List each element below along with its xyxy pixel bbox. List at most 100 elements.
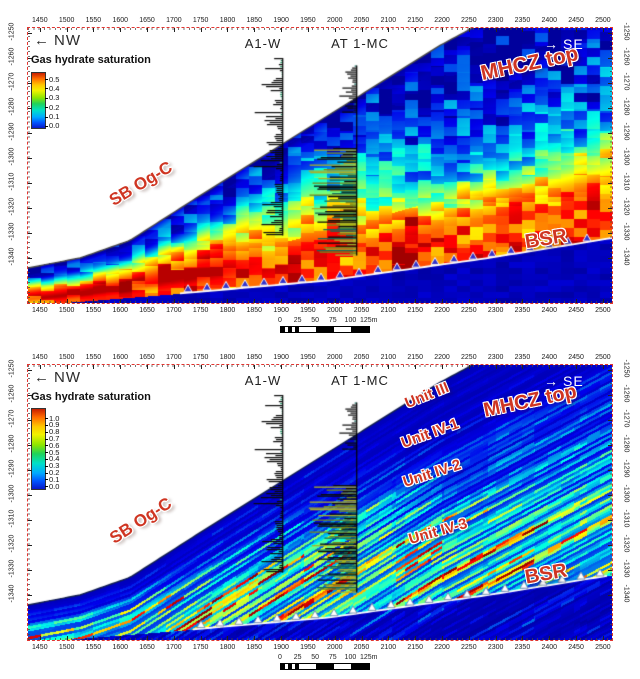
y-tick-mark bbox=[608, 545, 612, 546]
y-tick-mark bbox=[608, 83, 612, 84]
x-tick-label-bottom: 2150 bbox=[407, 307, 423, 314]
x-tick-label-bottom: 2050 bbox=[353, 644, 370, 651]
x-tick-mark bbox=[93, 299, 95, 303]
x-tick-mark bbox=[334, 636, 336, 640]
scale-bar-number: 125m bbox=[360, 654, 378, 661]
x-tick-mark bbox=[415, 365, 417, 369]
y-tick-mark bbox=[608, 108, 612, 109]
scale-bar-segment bbox=[284, 327, 289, 332]
y-tick-mark bbox=[28, 258, 32, 259]
x-tick-label-top: 1850 bbox=[246, 17, 263, 24]
x-tick-mark bbox=[549, 636, 551, 640]
y-tick-label-right: -1290 bbox=[622, 459, 630, 478]
x-tick-mark bbox=[307, 365, 309, 369]
y-tick-mark bbox=[28, 570, 32, 571]
scale-bar-segment bbox=[316, 327, 334, 332]
right-arrow-icon: → bbox=[544, 373, 559, 389]
colorbar bbox=[31, 72, 46, 129]
left-arrow-icon: ← bbox=[34, 32, 50, 49]
scale-bar-segment bbox=[284, 664, 289, 669]
x-tick-label-bottom: 1600 bbox=[112, 644, 129, 651]
x-tick-label-bottom: 1650 bbox=[139, 644, 155, 651]
x-tick-label-top: 1650 bbox=[139, 17, 155, 24]
x-tick-label-top: 1850 bbox=[246, 354, 263, 361]
y-tick-label-right: -1250 bbox=[622, 359, 630, 378]
y-tick-mark bbox=[608, 420, 612, 421]
scale-bar-number: 75 bbox=[328, 317, 337, 324]
x-tick-mark bbox=[200, 365, 202, 369]
x-tick-mark bbox=[576, 365, 578, 369]
y-tick-label-right: -1290 bbox=[622, 122, 630, 141]
y-tick-label-left: -1270 bbox=[8, 72, 16, 91]
legend-title: Gas hydrate saturation bbox=[31, 54, 151, 66]
x-tick-mark bbox=[66, 299, 68, 303]
se-direction-label: → SE bbox=[544, 36, 584, 52]
y-tick-mark bbox=[608, 520, 612, 521]
scale-bar-number: 100 bbox=[344, 654, 357, 661]
plot-area-top: ← NW → SE Gas hydrate saturation 0.5 0.4 0.3… bbox=[9, 17, 630, 314]
x-tick-mark bbox=[66, 365, 68, 369]
y-tick-mark bbox=[28, 208, 32, 209]
left-arrow-icon: ← bbox=[34, 369, 50, 386]
y-tick-label-right: -1260 bbox=[622, 47, 630, 66]
y-tick-label-left: -1340 bbox=[8, 247, 16, 266]
x-tick-label-top: 2050 bbox=[353, 17, 370, 24]
colorbar-tick: 0.0 bbox=[45, 121, 59, 130]
x-tick-mark bbox=[495, 299, 497, 303]
y-tick-mark bbox=[608, 495, 612, 496]
y-tick-mark bbox=[608, 258, 612, 259]
x-tick-label-top: 1600 bbox=[112, 17, 129, 24]
x-tick-label-top: 2300 bbox=[487, 354, 504, 361]
y-tick-label-right: -1340 bbox=[622, 247, 630, 266]
x-tick-mark bbox=[442, 28, 443, 32]
x-tick-label-top: 2000 bbox=[326, 17, 343, 24]
x-tick-mark bbox=[361, 365, 363, 369]
scale-bar-segment bbox=[298, 664, 317, 669]
scale-bar-number: 50 bbox=[311, 654, 320, 661]
y-tick-label-right: -1270 bbox=[622, 72, 630, 91]
se-direction-label: → SE bbox=[544, 373, 584, 389]
x-tick-label-top: 1950 bbox=[300, 17, 316, 24]
y-tick-label-right: -1260 bbox=[622, 384, 630, 403]
x-tick-mark bbox=[147, 636, 149, 640]
y-tick-label-left: -1320 bbox=[8, 534, 16, 553]
scale-bar-number: 25 bbox=[293, 654, 302, 661]
y-tick-label-right: -1300 bbox=[622, 484, 630, 503]
x-tick-label-bottom: 2100 bbox=[380, 644, 397, 651]
x-tick-mark bbox=[549, 299, 551, 303]
x-tick-label-bottom: 2100 bbox=[380, 307, 397, 314]
y-tick-label-left: -1290 bbox=[8, 459, 16, 478]
x-tick-mark bbox=[576, 299, 578, 303]
x-tick-mark bbox=[602, 636, 604, 640]
y-tick-mark bbox=[608, 58, 612, 59]
cross-section-panel-bottom: ← NW → SE Gas hydrate saturation 1.0 0.9 0.8… bbox=[0, 337, 640, 655]
x-tick-label-bottom: 2350 bbox=[514, 644, 531, 651]
x-tick-label-top: 1550 bbox=[85, 354, 102, 361]
x-tick-mark bbox=[468, 365, 470, 369]
scale-bar-segment bbox=[298, 327, 317, 332]
y-tick-mark bbox=[28, 520, 32, 521]
x-tick-mark bbox=[39, 365, 41, 369]
x-tick-mark bbox=[173, 299, 175, 303]
x-tick-mark bbox=[147, 28, 149, 32]
x-tick-mark bbox=[388, 28, 390, 32]
scale-bar-segment bbox=[288, 327, 292, 332]
x-tick-label-bottom: 1850 bbox=[246, 307, 263, 314]
x-tick-mark bbox=[93, 28, 95, 32]
y-tick-label-left: -1320 bbox=[8, 197, 16, 216]
y-tick-label-right: -1310 bbox=[622, 509, 630, 528]
x-tick-label-bottom: 2300 bbox=[487, 644, 504, 651]
x-tick-label-bottom: 2000 bbox=[326, 644, 343, 651]
y-tick-label-right: -1340 bbox=[622, 584, 630, 603]
x-tick-label-bottom: 2500 bbox=[595, 644, 611, 651]
y-tick-label-left: -1270 bbox=[8, 409, 16, 428]
y-tick-mark bbox=[608, 570, 612, 571]
y-tick-mark bbox=[608, 595, 612, 596]
x-tick-label-top: 2350 bbox=[514, 17, 531, 24]
x-tick-mark bbox=[602, 28, 604, 32]
y-tick-mark bbox=[608, 133, 612, 134]
x-tick-mark bbox=[361, 299, 363, 303]
x-tick-label-bottom: 1850 bbox=[246, 644, 263, 651]
x-tick-label-top: 1900 bbox=[273, 17, 289, 24]
x-tick-mark bbox=[227, 365, 229, 369]
